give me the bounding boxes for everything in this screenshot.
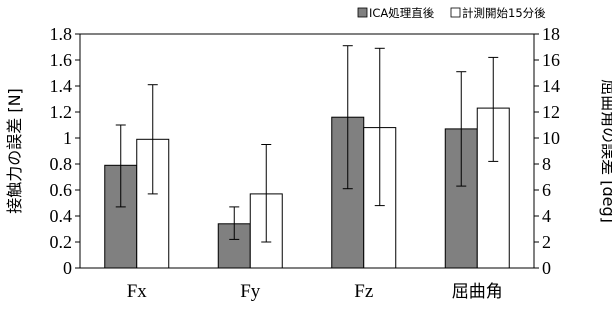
y-right-tick-label: 4 bbox=[542, 206, 551, 226]
plot-area-frame bbox=[79, 33, 535, 269]
y-right-tick-label: 10 bbox=[542, 128, 560, 148]
y-left-tick-label: 1.2 bbox=[50, 102, 73, 122]
y-right-tick-label: 14 bbox=[542, 76, 560, 96]
y-axis-left: 0 0.2 0.4 0.6 0.8 1 1.2 1.4 1.6 1.8 bbox=[50, 24, 80, 278]
error-bars-group bbox=[115, 45, 499, 243]
y-axis-right: 0 2 4 6 8 10 12 14 16 18 bbox=[534, 24, 560, 278]
y-axis-right-title: 屈曲角の誤差 [deg] bbox=[599, 79, 612, 223]
y-left-tick-label: 0 bbox=[63, 258, 72, 278]
y-left-tick-label: 1.8 bbox=[50, 24, 73, 44]
y-right-tick-label: 0 bbox=[542, 258, 551, 278]
y-axis-left-title: 接触力の誤差 [N] bbox=[5, 88, 24, 214]
y-right-tick-label: 12 bbox=[542, 102, 560, 122]
legend-label-ica: ICA処理直後 bbox=[369, 6, 435, 20]
x-tick-label: 屈曲角 bbox=[452, 282, 503, 302]
x-tick-label: Fy bbox=[240, 281, 261, 302]
legend-label-15min: 計測開始15分後 bbox=[462, 6, 546, 20]
x-axis: Fx Fy Fz 屈曲角 bbox=[127, 281, 503, 302]
y-right-tick-label: 2 bbox=[542, 232, 551, 252]
y-left-tick-label: 0.6 bbox=[50, 180, 73, 200]
legend-swatch-ica bbox=[357, 7, 368, 18]
y-right-tick-label: 8 bbox=[542, 154, 551, 174]
y-left-tick-label: 1.4 bbox=[50, 76, 73, 96]
legend-swatch-15min bbox=[450, 7, 461, 18]
y-left-tick-label: 0.2 bbox=[50, 232, 73, 252]
y-left-tick-label: 0.4 bbox=[50, 206, 73, 226]
y-right-tick-label: 16 bbox=[542, 50, 560, 70]
y-left-tick-label: 1 bbox=[63, 128, 72, 148]
y-left-tick-label: 0.8 bbox=[50, 154, 73, 174]
x-tick-label: Fx bbox=[127, 281, 148, 302]
y-left-tick-label: 1.6 bbox=[50, 50, 73, 70]
bars-group bbox=[104, 107, 510, 269]
x-tick-label: Fz bbox=[354, 281, 373, 302]
legend: ICA処理直後 計測開始15分後 bbox=[357, 6, 546, 20]
y-right-tick-label: 18 bbox=[542, 24, 560, 44]
y-right-tick-label: 6 bbox=[542, 180, 551, 200]
